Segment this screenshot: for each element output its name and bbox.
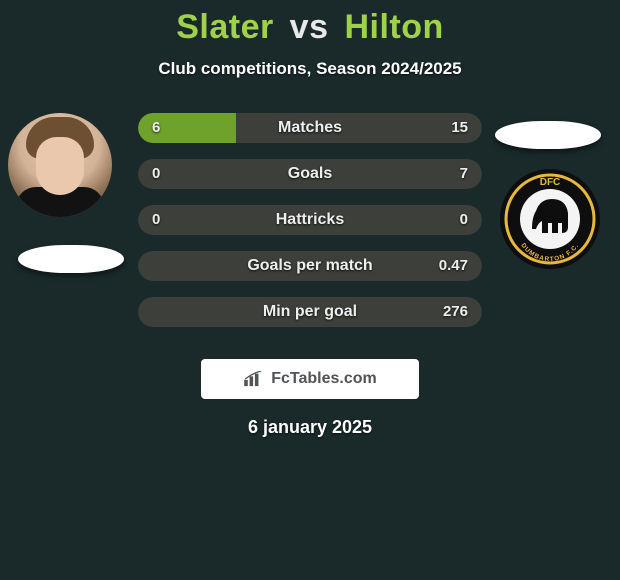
stat-right-value: 0 <box>460 205 468 235</box>
stat-row: 07Goals <box>138 159 482 189</box>
stat-right-value: 7 <box>460 159 468 189</box>
stat-row: 00Hattricks <box>138 205 482 235</box>
stat-right-value: 0.47 <box>439 251 468 281</box>
stat-row: 615Matches <box>138 113 482 143</box>
title-vs: vs <box>290 8 329 46</box>
player-left-name: Slater <box>176 8 274 46</box>
comparison-infographic: Slater vs Hilton Club competitions, Seas… <box>0 0 620 580</box>
subtitle: Club competitions, Season 2024/2025 <box>0 59 620 79</box>
player-right-placeholder <box>495 121 601 149</box>
stat-bars: 615Matches07Goals00Hattricks0.47Goals pe… <box>138 113 482 343</box>
watermark: FcTables.com <box>201 359 419 399</box>
watermark-chart-icon <box>243 371 265 387</box>
club-left-placeholder <box>18 245 124 273</box>
stat-left-value: 0 <box>152 159 160 189</box>
player-right-name: Hilton <box>344 8 443 46</box>
player-left-avatar <box>8 113 112 217</box>
bar-track <box>138 159 482 189</box>
stat-right-value: 276 <box>443 297 468 327</box>
watermark-text: FcTables.com <box>271 370 377 388</box>
badge-top-text: DFC <box>540 177 561 188</box>
stat-row: 0.47Goals per match <box>138 251 482 281</box>
stat-right-value: 15 <box>451 113 468 143</box>
bar-track <box>138 251 482 281</box>
stat-left-value: 0 <box>152 205 160 235</box>
stat-left-value: 6 <box>152 113 160 143</box>
avatar-face <box>36 137 84 195</box>
bar-track <box>138 205 482 235</box>
page-title: Slater vs Hilton <box>0 0 620 47</box>
club-right-badge: DFC DUMBARTON F.C. <box>498 167 602 271</box>
bar-track <box>138 297 482 327</box>
club-badge-icon: DFC DUMBARTON F.C. <box>498 167 602 271</box>
stat-row: 276Min per goal <box>138 297 482 327</box>
date-text: 6 january 2025 <box>0 417 620 438</box>
